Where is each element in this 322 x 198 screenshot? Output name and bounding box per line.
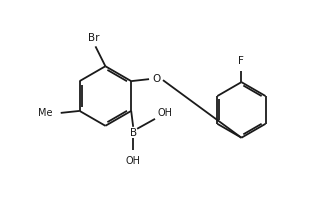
Text: Br: Br: [88, 33, 99, 43]
Text: Me: Me: [38, 108, 53, 118]
Text: B: B: [130, 128, 137, 138]
Text: F: F: [239, 56, 244, 66]
Text: OH: OH: [126, 156, 141, 166]
Text: OH: OH: [157, 108, 172, 118]
Text: O: O: [152, 74, 160, 84]
